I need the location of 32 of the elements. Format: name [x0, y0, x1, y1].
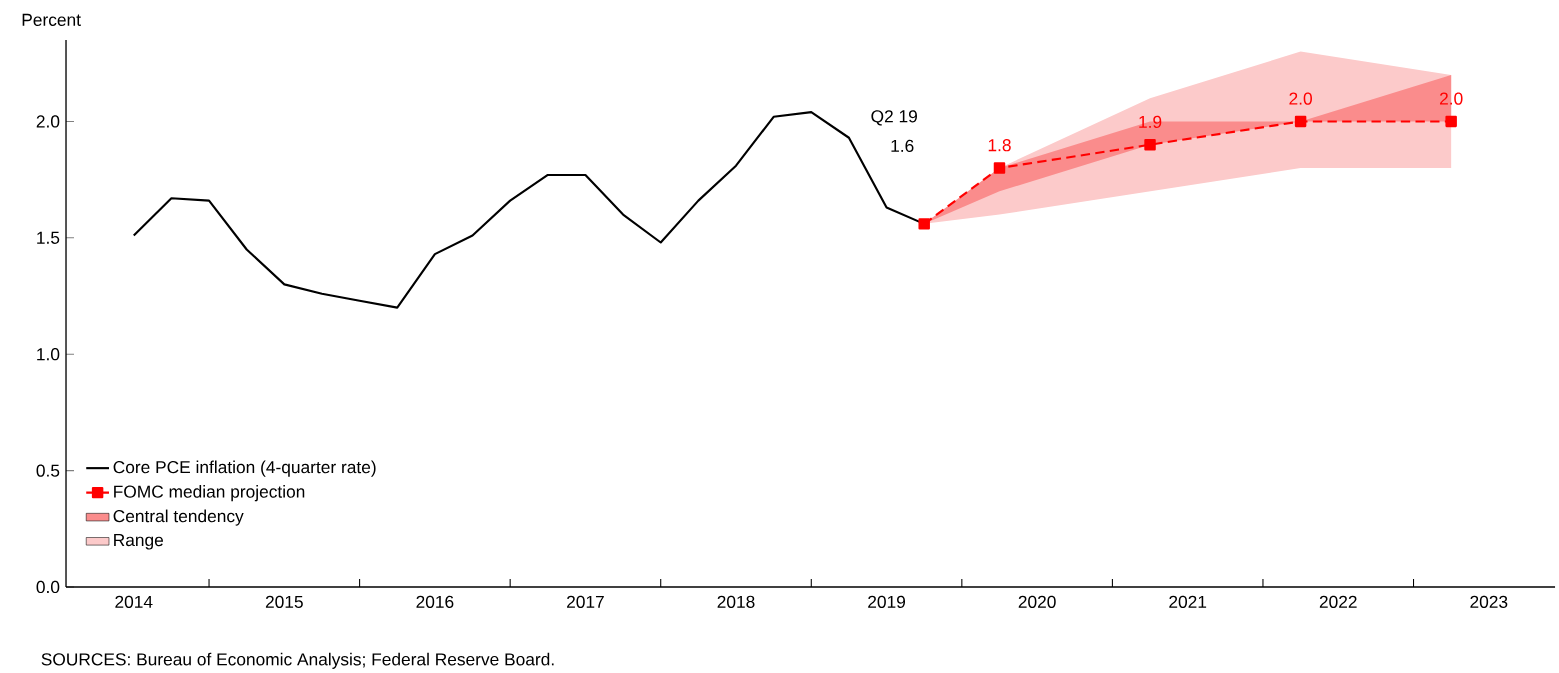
y-tick-label: 1.5: [37, 231, 60, 244]
data-label: 1.9: [1139, 115, 1162, 129]
legend-label: Central tendency: [113, 509, 244, 526]
point: [1294, 115, 1307, 128]
x-tick-label: 2019: [868, 595, 906, 608]
x-tick-label: 2016: [416, 595, 454, 608]
annotation: 1.6: [891, 139, 914, 153]
x-tick-label: 2014: [115, 595, 153, 608]
x-tick-label: 2023: [1470, 595, 1508, 608]
x-tick-label: 2018: [717, 595, 755, 608]
source-note: SOURCES: Bureau of Economic Analysis; Federal Reserve Board.: [41, 652, 554, 669]
annotation: Q2 19: [871, 110, 917, 126]
x-tick-label: 2015: [265, 595, 303, 608]
point: [918, 218, 930, 230]
data-label: 2.0: [1439, 92, 1463, 105]
y-axis-title: Percent: [22, 13, 81, 26]
x-tick-label: 2020: [1018, 595, 1056, 608]
y-tick-label: 0.0: [36, 580, 60, 594]
x-tick-label: 2017: [567, 595, 604, 608]
data-label: 2.0: [1289, 92, 1312, 105]
legend-label: FOMC median projection: [114, 485, 305, 502]
y-tick-label: 2.0: [36, 115, 60, 128]
x-tick-label: 2021: [1169, 595, 1207, 608]
legend-label: Core PCE inflation (4-quarter rate): [113, 460, 376, 477]
y-tick-label: 0.5: [36, 464, 60, 477]
data-label: 1.8: [988, 139, 1011, 152]
y-tick-label: 1.0: [37, 348, 60, 361]
x-tick-label: 2022: [1319, 595, 1357, 608]
point: [1445, 115, 1457, 128]
point: [1144, 138, 1156, 151]
legend-label: Range: [114, 534, 164, 550]
point: [993, 162, 1006, 174]
